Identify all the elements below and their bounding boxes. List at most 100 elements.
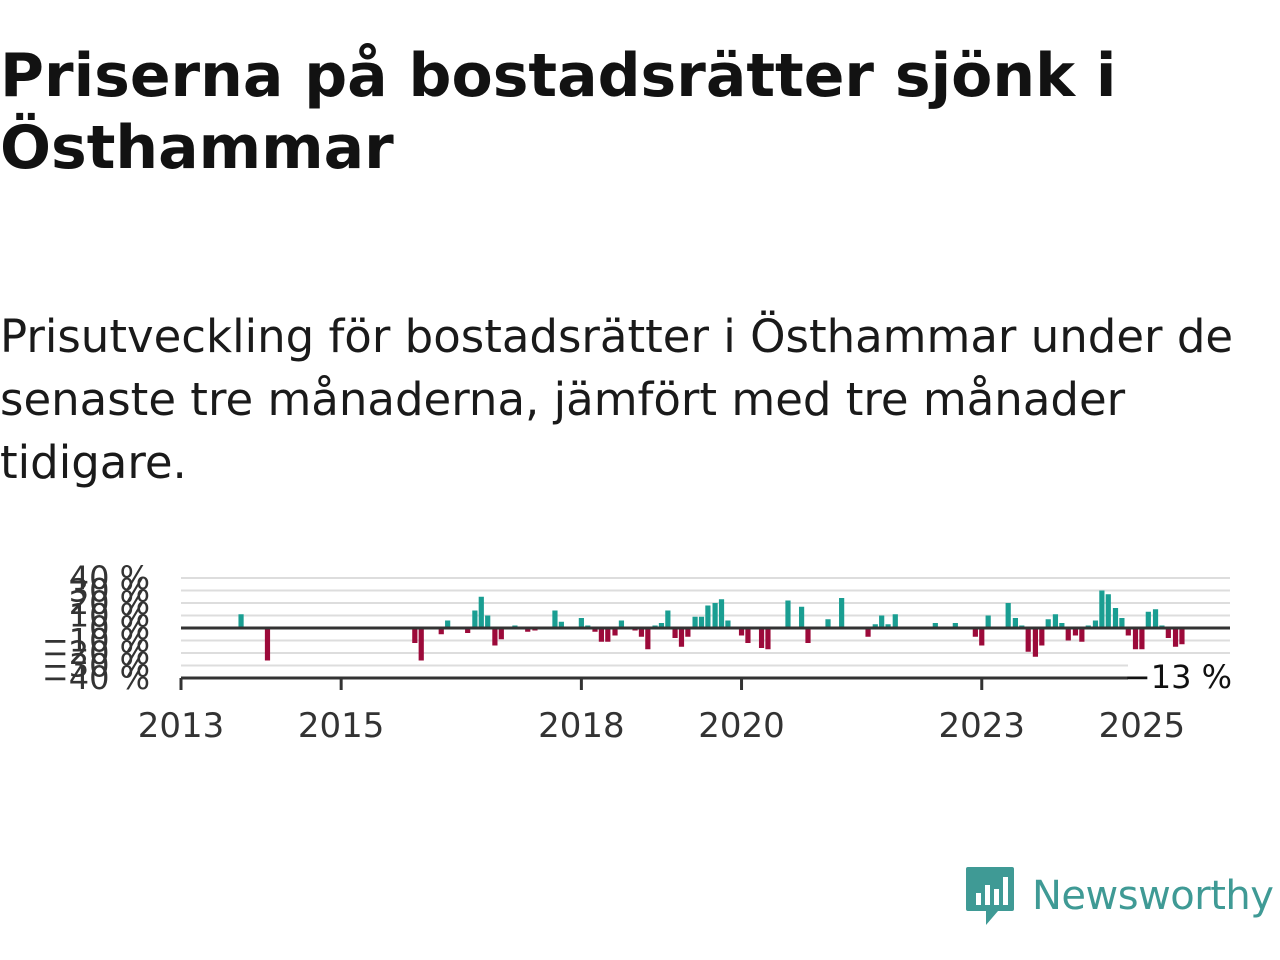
bar (1032, 628, 1039, 657)
bar (605, 628, 611, 642)
bar (879, 615, 885, 628)
y-tick-label: 0 % (89, 609, 150, 647)
bar (1092, 620, 1099, 628)
bar (1059, 623, 1065, 628)
bar (418, 628, 424, 661)
x-tick-label: 2013 (138, 706, 225, 746)
bar (705, 605, 711, 628)
bar (1052, 614, 1059, 628)
bar (1065, 628, 1071, 641)
bar (1079, 628, 1085, 642)
x-tick-label: 2025 (1099, 706, 1186, 746)
y-axis-tick-labels: 40 %30 %20 %10 %0 %−10 %−20 %−30 %−40 % (42, 560, 150, 697)
bar (685, 628, 691, 637)
bar (892, 614, 898, 628)
x-axis-ticks: 2013 2015 2018 2020 2023 2025 (138, 678, 1185, 746)
bar (798, 606, 805, 628)
bar (758, 628, 765, 648)
bar (1132, 628, 1139, 650)
last-value-annotation: −13 % (1124, 658, 1232, 696)
bar (264, 628, 271, 661)
bar (465, 628, 471, 633)
bar (692, 616, 698, 628)
bar (805, 628, 811, 643)
bar (498, 628, 504, 640)
bar (765, 628, 771, 650)
bar (678, 628, 685, 647)
x-tick-label: 2015 (298, 706, 385, 746)
bar (1025, 628, 1031, 652)
bar (1165, 628, 1171, 638)
y-tick-label: −20 % (42, 634, 150, 672)
bar (645, 628, 651, 650)
bar (872, 624, 878, 628)
bar (1172, 628, 1179, 647)
bar (672, 628, 678, 638)
bar (592, 628, 598, 632)
y-tick-label: −10 % (42, 622, 150, 660)
bar (612, 628, 618, 636)
bar (1012, 618, 1018, 628)
bar (725, 620, 731, 628)
bar (1072, 628, 1079, 636)
page-subtitle: Prisutveckling för bostadsrätter i Östha… (0, 310, 1234, 489)
bar (438, 628, 444, 635)
bar (698, 616, 705, 628)
bar (712, 603, 718, 628)
bar (445, 620, 451, 628)
brand-name: Newsworthy (1032, 873, 1274, 919)
bar (472, 610, 478, 628)
bar (952, 623, 958, 628)
bar (412, 628, 418, 643)
bar (1119, 618, 1125, 628)
bar (745, 628, 751, 643)
bar (238, 614, 244, 628)
bar (552, 610, 558, 628)
bar (1125, 628, 1131, 636)
y-tick-label: 40 % (69, 560, 150, 597)
bar (1039, 628, 1045, 646)
bar (1145, 611, 1151, 628)
page-title: Priserna på bostadsrätter sjönk i Östham… (0, 41, 1117, 183)
bar (558, 621, 564, 628)
y-tick-label: −30 % (42, 647, 150, 685)
bar (1152, 609, 1159, 628)
bar (485, 615, 491, 628)
bar (932, 623, 938, 628)
brand-logo: Newsworthy (964, 864, 1274, 928)
bar (985, 615, 991, 628)
x-tick-label: 2018 (538, 706, 625, 746)
bar (1139, 628, 1145, 650)
y-tick-label: −40 % (42, 659, 150, 697)
bar (1179, 628, 1185, 645)
bars (238, 590, 1185, 661)
bar (638, 628, 645, 637)
bar (618, 620, 625, 628)
y-tick-label: 30 % (69, 572, 150, 610)
x-tick-label: 2020 (698, 706, 785, 746)
bar (578, 618, 584, 628)
bar (658, 623, 665, 628)
bar (718, 599, 725, 628)
grid-lines (181, 577, 1230, 679)
bar (1099, 590, 1105, 628)
bar-chart: 40 %30 %20 %10 %0 %−10 %−20 %−30 %−40 % … (42, 560, 1232, 746)
bar (598, 628, 605, 642)
bar (1112, 608, 1119, 628)
bar (478, 596, 484, 628)
bar (972, 628, 978, 637)
bar (839, 598, 845, 628)
bar (785, 600, 791, 628)
newsworthy-logo-icon (966, 867, 1014, 925)
bar (738, 628, 745, 636)
bar (1045, 619, 1051, 628)
last-value-label-background (1128, 660, 1230, 696)
bar (865, 628, 871, 637)
bar (1105, 594, 1111, 628)
bar (979, 628, 985, 646)
y-tick-label: 10 % (69, 597, 150, 635)
bar (492, 628, 498, 646)
x-tick-label: 2023 (938, 706, 1025, 746)
bar (885, 624, 891, 628)
bar (825, 619, 831, 628)
